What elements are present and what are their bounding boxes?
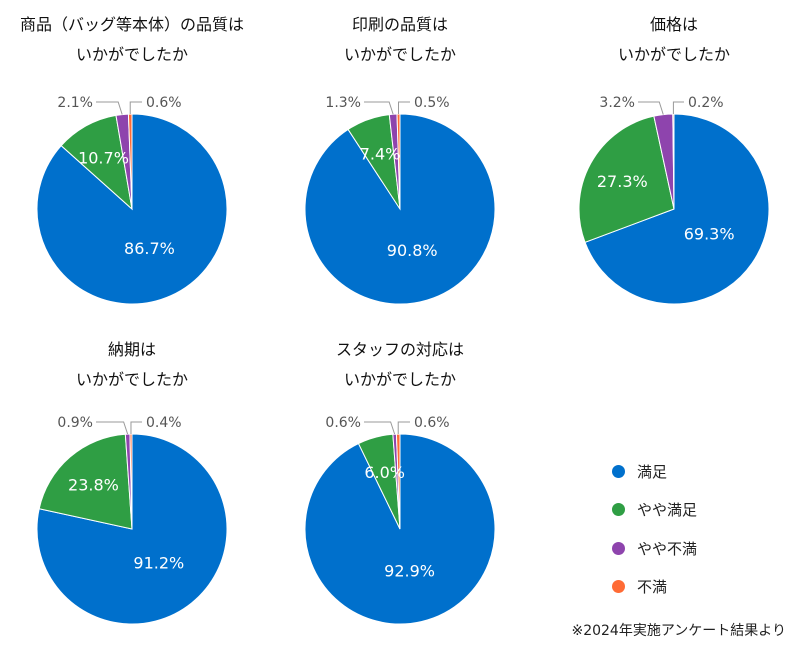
chart-title-line: 印刷の品質は bbox=[352, 15, 448, 34]
chart-title-line: いかがでしたか bbox=[344, 45, 456, 64]
pie-slice-satisfied bbox=[584, 113, 770, 305]
leader-line-dissatisfied bbox=[129, 101, 142, 115]
legend-label: 不満 bbox=[637, 578, 668, 597]
chart-title-line: 納期は bbox=[108, 340, 156, 359]
data-label-somewhat-dissatisfied: 0.9% bbox=[57, 415, 93, 431]
legend-swatch-somewhat-satisfied bbox=[612, 503, 625, 517]
data-label-satisfied: 69.3% bbox=[684, 224, 735, 243]
chart-title-line: スタッフの対応は bbox=[336, 340, 464, 359]
legend-swatch-somewhat-dissatisfied bbox=[612, 541, 625, 555]
leader-line-somewhat-dissatisfied bbox=[364, 421, 396, 435]
data-label-satisfied: 86.7% bbox=[124, 239, 175, 258]
legend: 満足 やや満足 やや不満 不満 bbox=[612, 452, 782, 606]
chart-title-line: いかがでしたか bbox=[76, 45, 188, 64]
data-label-dissatisfied: 0.5% bbox=[414, 95, 450, 111]
chart-title-line: いかがでしたか bbox=[344, 370, 456, 389]
data-label-somewhat-satisfied: 27.3% bbox=[597, 172, 648, 191]
chart-title-line: 商品（バッグ等本体）の品質は bbox=[20, 15, 244, 34]
leader-line-somewhat-dissatisfied bbox=[364, 101, 394, 115]
leader-line-dissatisfied bbox=[397, 421, 410, 435]
legend-label: やや不満 bbox=[637, 539, 698, 558]
leader-line-dissatisfied bbox=[672, 101, 684, 115]
data-label-satisfied: 90.8% bbox=[387, 241, 438, 260]
legend-swatch-satisfied bbox=[612, 464, 625, 478]
legend-label: やや満足 bbox=[637, 501, 698, 520]
data-label-somewhat-satisfied: 23.8% bbox=[68, 475, 119, 494]
data-label-somewhat-dissatisfied: 1.3% bbox=[325, 95, 361, 111]
data-label-somewhat-dissatisfied: 0.6% bbox=[325, 415, 361, 431]
leader-line-somewhat-dissatisfied bbox=[96, 101, 123, 115]
leader-line-somewhat-dissatisfied bbox=[96, 421, 129, 435]
data-label-somewhat-satisfied: 7.4% bbox=[360, 145, 401, 164]
legend-item-somewhat-satisfied: やや満足 bbox=[612, 491, 782, 530]
legend-item-somewhat-dissatisfied: やや不満 bbox=[612, 529, 782, 568]
pie-slice-dissatisfied bbox=[396, 113, 401, 210]
data-label-somewhat-dissatisfied: 2.1% bbox=[57, 95, 93, 111]
chart-title-line: いかがでしたか bbox=[76, 370, 188, 389]
data-label-dissatisfied: 0.4% bbox=[146, 415, 182, 431]
data-label-somewhat-satisfied: 10.7% bbox=[78, 148, 129, 167]
legend-item-dissatisfied: 不満 bbox=[612, 568, 782, 607]
data-label-satisfied: 91.2% bbox=[133, 553, 184, 572]
chart-title-line: いかがでしたか bbox=[618, 45, 730, 64]
leader-line-dissatisfied bbox=[398, 101, 410, 115]
chart-title-line: 価格は bbox=[650, 15, 698, 34]
legend-swatch-dissatisfied bbox=[612, 580, 625, 594]
leader-line-dissatisfied bbox=[130, 421, 142, 435]
data-label-dissatisfied: 0.6% bbox=[414, 415, 450, 431]
data-label-satisfied: 92.9% bbox=[384, 562, 435, 581]
pie-slice-somewhat-satisfied bbox=[38, 433, 133, 530]
footnote: ※2024年実施アンケート結果より bbox=[571, 623, 786, 639]
data-label-somewhat-dissatisfied: 3.2% bbox=[599, 95, 635, 111]
pie-slice-somewhat-satisfied bbox=[578, 115, 675, 243]
legend-item-satisfied: 満足 bbox=[612, 452, 782, 491]
data-label-dissatisfied: 0.2% bbox=[688, 95, 724, 111]
data-label-dissatisfied: 0.6% bbox=[146, 95, 182, 111]
data-label-somewhat-satisfied: 6.0% bbox=[364, 463, 405, 482]
leader-line-somewhat-dissatisfied bbox=[638, 101, 664, 115]
legend-label: 満足 bbox=[637, 462, 668, 481]
